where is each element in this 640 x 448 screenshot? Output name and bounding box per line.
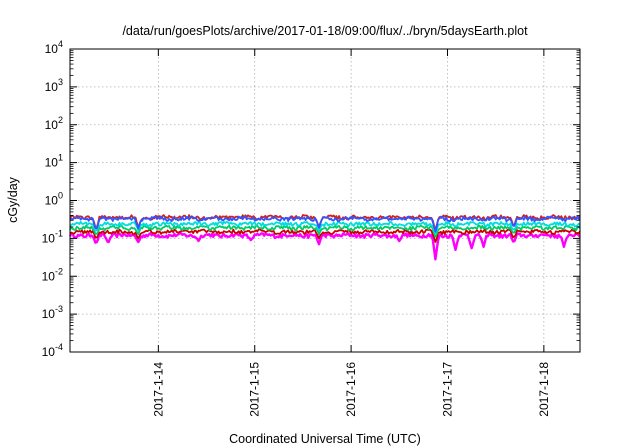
- series-line: [69, 228, 581, 243]
- y-tick-exponent: 1: [58, 153, 63, 163]
- x-tick-label: 2017-1-16: [344, 362, 358, 417]
- y-tick-base: 10: [45, 118, 59, 132]
- y-tick-exponent: 2: [58, 115, 63, 125]
- ticks: 10-410-310-210-11001011021031042017-1-14…: [42, 39, 580, 417]
- y-tick-label: 101: [45, 153, 63, 170]
- y-tick-label: 103: [45, 77, 63, 94]
- x-tick-label: 2017-1-14: [151, 362, 165, 417]
- y-tick-exponent: -1: [55, 228, 63, 238]
- y-tick-exponent: 0: [58, 191, 63, 201]
- y-tick-base: 10: [42, 345, 56, 359]
- x-tick-label: 2017-1-18: [537, 362, 551, 417]
- y-tick-label: 10-1: [42, 228, 63, 245]
- y-tick-label: 10-3: [42, 304, 63, 321]
- y-tick-exponent: -4: [55, 342, 63, 352]
- series-line: [69, 224, 581, 238]
- y-tick-base: 10: [42, 269, 56, 283]
- y-axis-label: cGy/day: [6, 176, 20, 223]
- y-tick-label: 104: [45, 39, 63, 56]
- y-tick-label: 100: [45, 191, 63, 208]
- x-tick-label: 2017-1-15: [248, 362, 262, 417]
- y-tick-exponent: -2: [55, 266, 63, 276]
- series-line: [68, 231, 581, 261]
- y-tick-base: 10: [45, 42, 59, 56]
- grid: [70, 49, 580, 352]
- chart-title: /data/run/goesPlots/archive/2017-01-18/0…: [122, 24, 528, 38]
- y-tick-base: 10: [45, 156, 59, 170]
- y-tick-base: 10: [45, 80, 59, 94]
- y-tick-label: 102: [45, 115, 63, 132]
- series-line: [69, 215, 581, 233]
- series-line: [69, 220, 581, 236]
- y-tick-exponent: -3: [55, 304, 63, 314]
- series-group: [68, 214, 581, 261]
- y-tick-label: 10-4: [42, 342, 63, 359]
- y-tick-base: 10: [42, 231, 56, 245]
- x-axis-label: Coordinated Universal Time (UTC): [229, 432, 421, 446]
- y-tick-label: 10-2: [42, 266, 63, 283]
- y-tick-base: 10: [42, 307, 56, 321]
- x-tick-label: 2017-1-17: [440, 362, 454, 417]
- y-tick-exponent: 4: [58, 39, 63, 49]
- y-tick-exponent: 3: [58, 77, 63, 87]
- y-tick-base: 10: [45, 194, 59, 208]
